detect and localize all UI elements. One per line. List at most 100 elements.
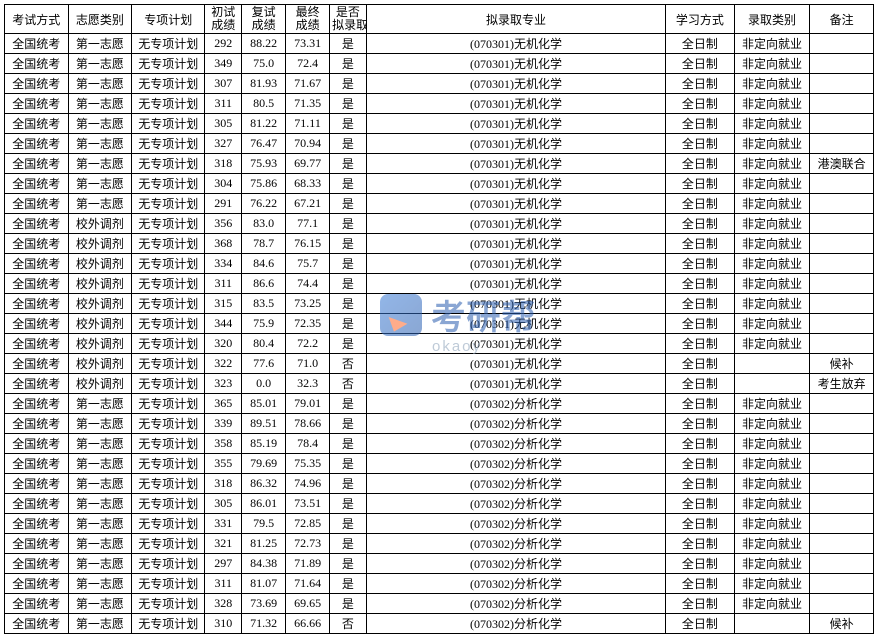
cell-s3: 32.3 bbox=[286, 374, 330, 394]
cell-admit: 是 bbox=[330, 174, 367, 194]
cell-plan: 无专项计划 bbox=[132, 374, 205, 394]
col-header-major: 拟录取专业 bbox=[366, 5, 665, 34]
cell-plan: 无专项计划 bbox=[132, 194, 205, 214]
cell-study: 全日制 bbox=[666, 554, 734, 574]
cell-note bbox=[810, 214, 874, 234]
cell-exam: 全国统考 bbox=[5, 94, 69, 114]
cell-wish: 校外调剂 bbox=[68, 354, 132, 374]
cell-s2: 85.19 bbox=[242, 434, 286, 454]
table-row: 全国统考第一志愿无专项计划35579.6975.35是(070302)分析化学全… bbox=[5, 454, 874, 474]
cell-study: 全日制 bbox=[666, 214, 734, 234]
cell-s1: 321 bbox=[205, 534, 242, 554]
cell-s1: 339 bbox=[205, 414, 242, 434]
cell-s2: 83.5 bbox=[242, 294, 286, 314]
cell-study: 全日制 bbox=[666, 234, 734, 254]
cell-s2: 78.7 bbox=[242, 234, 286, 254]
cell-plan: 无专项计划 bbox=[132, 114, 205, 134]
cell-exam: 全国统考 bbox=[5, 474, 69, 494]
cell-admit: 是 bbox=[330, 534, 367, 554]
col-header-line: 复试 bbox=[252, 5, 276, 19]
cell-wish: 第一志愿 bbox=[68, 94, 132, 114]
cell-major: (070301)无机化学 bbox=[366, 134, 665, 154]
cell-major: (070302)分析化学 bbox=[366, 534, 665, 554]
cell-exam: 全国统考 bbox=[5, 354, 69, 374]
cell-study: 全日制 bbox=[666, 474, 734, 494]
cell-wish: 校外调剂 bbox=[68, 334, 132, 354]
cell-note: 候补 bbox=[810, 354, 874, 374]
cell-wish: 第一志愿 bbox=[68, 534, 132, 554]
cell-admit: 是 bbox=[330, 494, 367, 514]
cell-study: 全日制 bbox=[666, 74, 734, 94]
cell-s1: 311 bbox=[205, 94, 242, 114]
cell-wish: 第一志愿 bbox=[68, 174, 132, 194]
cell-s3: 74.4 bbox=[286, 274, 330, 294]
table-row: 全国统考第一志愿无专项计划35885.1978.4是(070302)分析化学全日… bbox=[5, 434, 874, 454]
cell-exam: 全国统考 bbox=[5, 134, 69, 154]
cell-note bbox=[810, 414, 874, 434]
cell-type: 非定向就业 bbox=[734, 34, 810, 54]
cell-major: (070301)无机化学 bbox=[366, 114, 665, 134]
cell-plan: 无专项计划 bbox=[132, 454, 205, 474]
cell-study: 全日制 bbox=[666, 614, 734, 634]
cell-study: 全日制 bbox=[666, 114, 734, 134]
cell-wish: 校外调剂 bbox=[68, 214, 132, 234]
cell-study: 全日制 bbox=[666, 334, 734, 354]
cell-admit: 是 bbox=[330, 434, 367, 454]
col-header-admit: 是否拟录取 bbox=[330, 5, 367, 34]
table-row: 全国统考第一志愿无专项计划32776.4770.94是(070301)无机化学全… bbox=[5, 134, 874, 154]
cell-admit: 是 bbox=[330, 414, 367, 434]
cell-type: 非定向就业 bbox=[734, 74, 810, 94]
cell-exam: 全国统考 bbox=[5, 494, 69, 514]
col-header-line: 最终 bbox=[296, 5, 320, 19]
cell-study: 全日制 bbox=[666, 154, 734, 174]
col-header-exam: 考试方式 bbox=[5, 5, 69, 34]
col-header-line: 成绩 bbox=[296, 18, 320, 32]
cell-s1: 322 bbox=[205, 354, 242, 374]
cell-plan: 无专项计划 bbox=[132, 414, 205, 434]
cell-study: 全日制 bbox=[666, 374, 734, 394]
cell-plan: 无专项计划 bbox=[132, 494, 205, 514]
cell-plan: 无专项计划 bbox=[132, 294, 205, 314]
cell-s3: 75.7 bbox=[286, 254, 330, 274]
cell-admit: 是 bbox=[330, 394, 367, 414]
cell-note: 候补 bbox=[810, 614, 874, 634]
cell-s1: 320 bbox=[205, 334, 242, 354]
cell-wish: 校外调剂 bbox=[68, 294, 132, 314]
cell-s2: 83.0 bbox=[242, 214, 286, 234]
cell-wish: 第一志愿 bbox=[68, 614, 132, 634]
cell-note bbox=[810, 554, 874, 574]
cell-admit: 是 bbox=[330, 454, 367, 474]
cell-admit: 是 bbox=[330, 114, 367, 134]
table-row: 全国统考校外调剂无专项计划35683.077.1是(070301)无机化学全日制… bbox=[5, 214, 874, 234]
cell-s1: 365 bbox=[205, 394, 242, 414]
cell-type: 非定向就业 bbox=[734, 474, 810, 494]
cell-wish: 第一志愿 bbox=[68, 574, 132, 594]
cell-exam: 全国统考 bbox=[5, 214, 69, 234]
cell-study: 全日制 bbox=[666, 434, 734, 454]
cell-exam: 全国统考 bbox=[5, 374, 69, 394]
cell-exam: 全国统考 bbox=[5, 54, 69, 74]
cell-s3: 70.94 bbox=[286, 134, 330, 154]
cell-s3: 71.64 bbox=[286, 574, 330, 594]
cell-note bbox=[810, 434, 874, 454]
cell-major: (070302)分析化学 bbox=[366, 494, 665, 514]
cell-s2: 81.22 bbox=[242, 114, 286, 134]
cell-type: 非定向就业 bbox=[734, 494, 810, 514]
cell-admit: 是 bbox=[330, 294, 367, 314]
cell-type: 非定向就业 bbox=[734, 294, 810, 314]
cell-plan: 无专项计划 bbox=[132, 314, 205, 334]
cell-major: (070301)无机化学 bbox=[366, 354, 665, 374]
table-row: 全国统考校外调剂无专项计划3230.032.3否(070301)无机化学全日制考… bbox=[5, 374, 874, 394]
cell-exam: 全国统考 bbox=[5, 234, 69, 254]
cell-wish: 第一志愿 bbox=[68, 554, 132, 574]
cell-note bbox=[810, 534, 874, 554]
cell-admit: 是 bbox=[330, 474, 367, 494]
cell-note bbox=[810, 194, 874, 214]
cell-s3: 71.35 bbox=[286, 94, 330, 114]
cell-plan: 无专项计划 bbox=[132, 234, 205, 254]
cell-plan: 无专项计划 bbox=[132, 514, 205, 534]
col-header-plan: 专项计划 bbox=[132, 5, 205, 34]
cell-s2: 89.51 bbox=[242, 414, 286, 434]
cell-admit: 是 bbox=[330, 334, 367, 354]
cell-major: (070301)无机化学 bbox=[366, 274, 665, 294]
